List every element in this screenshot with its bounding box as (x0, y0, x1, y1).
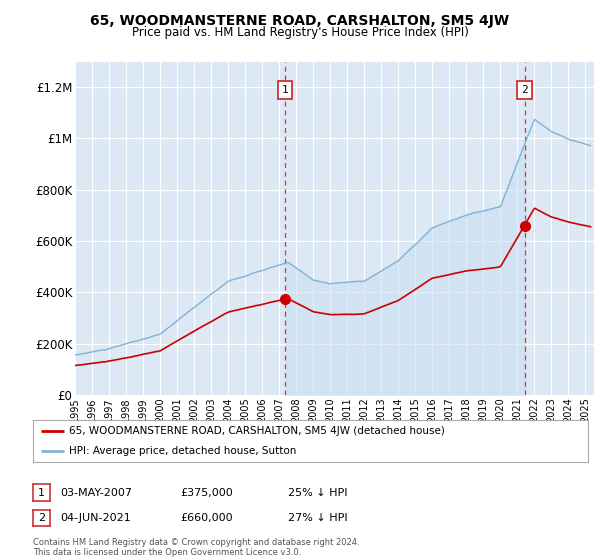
Text: Contains HM Land Registry data © Crown copyright and database right 2024.
This d: Contains HM Land Registry data © Crown c… (33, 538, 359, 557)
Text: 03-MAY-2007: 03-MAY-2007 (60, 488, 132, 498)
Text: 25% ↓ HPI: 25% ↓ HPI (288, 488, 347, 498)
Text: 04-JUN-2021: 04-JUN-2021 (60, 513, 131, 523)
Text: 27% ↓ HPI: 27% ↓ HPI (288, 513, 347, 523)
Text: £375,000: £375,000 (180, 488, 233, 498)
Text: £660,000: £660,000 (180, 513, 233, 523)
Text: 1: 1 (38, 488, 45, 498)
Text: 2: 2 (521, 85, 528, 95)
Text: HPI: Average price, detached house, Sutton: HPI: Average price, detached house, Sutt… (69, 446, 296, 456)
Text: Price paid vs. HM Land Registry's House Price Index (HPI): Price paid vs. HM Land Registry's House … (131, 26, 469, 39)
Text: 65, WOODMANSTERNE ROAD, CARSHALTON, SM5 4JW (detached house): 65, WOODMANSTERNE ROAD, CARSHALTON, SM5 … (69, 426, 445, 436)
Text: 2: 2 (38, 513, 45, 523)
Text: 65, WOODMANSTERNE ROAD, CARSHALTON, SM5 4JW: 65, WOODMANSTERNE ROAD, CARSHALTON, SM5 … (91, 14, 509, 28)
Text: 1: 1 (282, 85, 289, 95)
